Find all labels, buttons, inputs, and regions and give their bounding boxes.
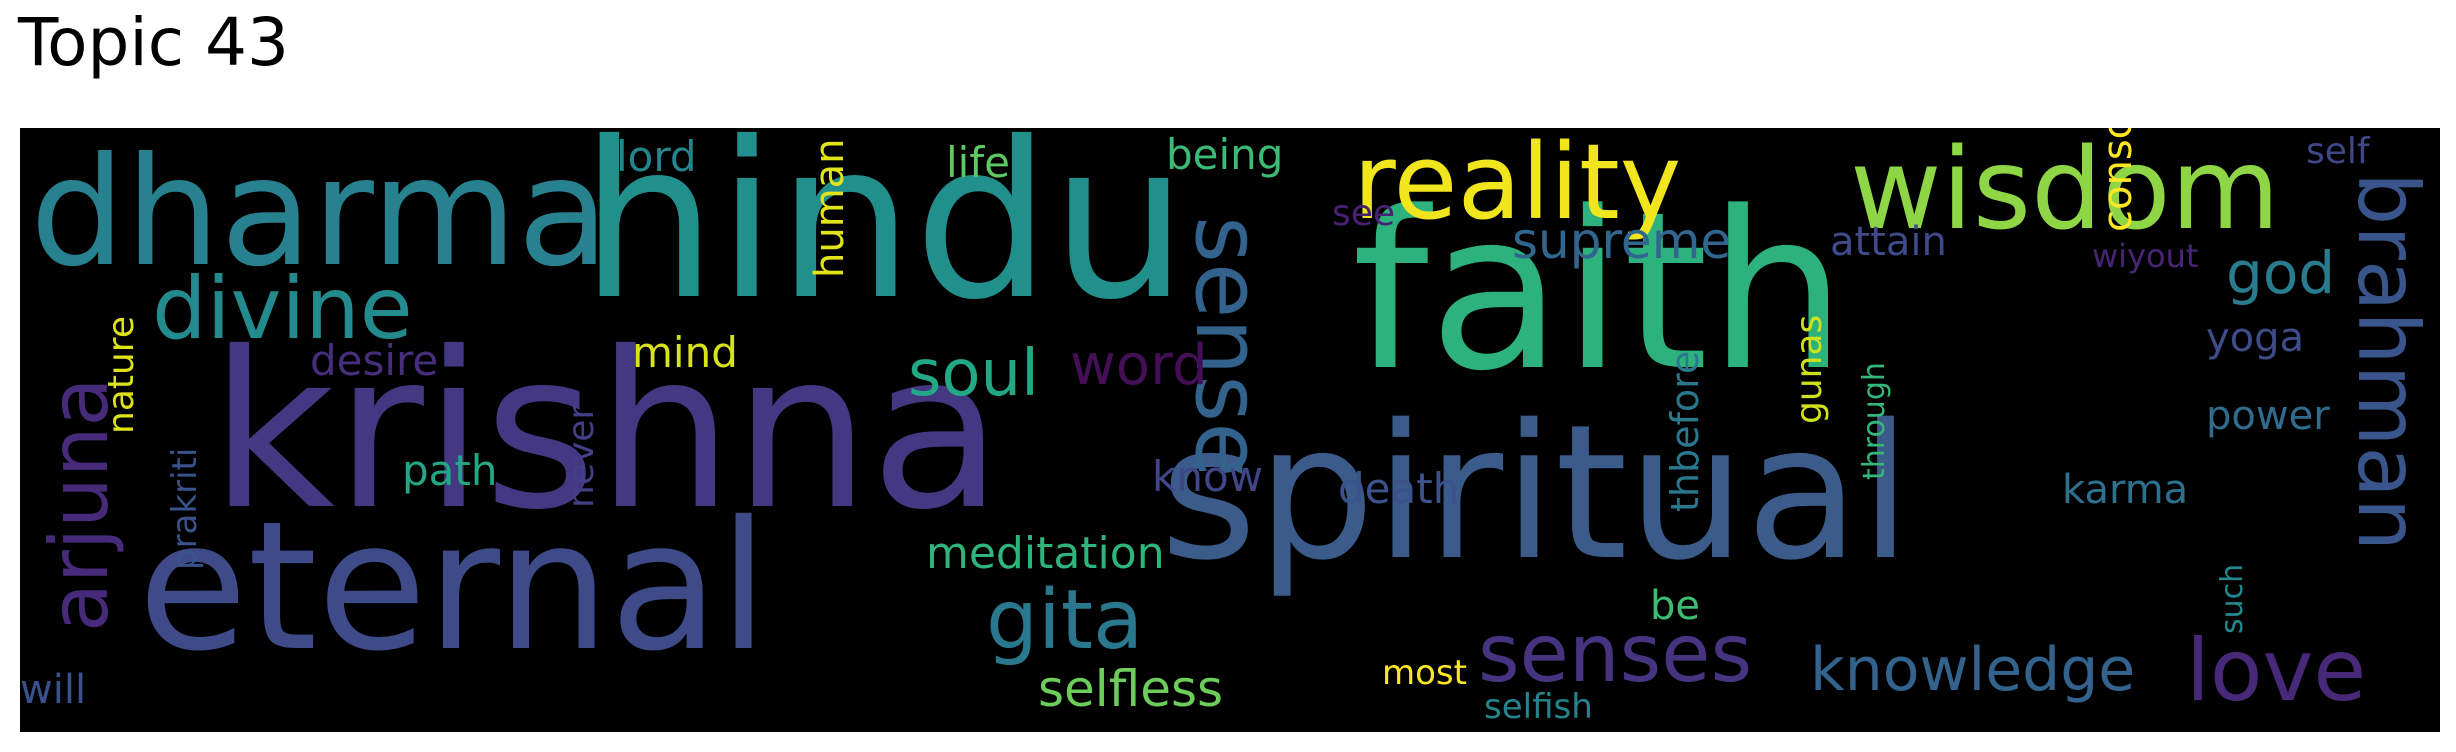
word-know: know [1152, 452, 1263, 501]
word-consciousness: consciousness [2095, 128, 2141, 232]
word-love: love [2186, 621, 2367, 721]
word-supreme: supreme [1512, 212, 1732, 270]
word-life: life [946, 138, 1010, 187]
word-krishna: krishna [210, 306, 1003, 557]
word-selfless: selfless [1038, 660, 1224, 718]
word-path: path [402, 446, 498, 495]
word-reality: reality [1353, 128, 1682, 243]
word-be: be [1650, 583, 1700, 629]
word-wiyout: wiyout [2092, 237, 2199, 275]
word-death: death [1338, 464, 1460, 513]
word-yoga: yoga [2206, 315, 2305, 361]
word-such: such [2215, 563, 2250, 634]
word-eternal: eternal [138, 483, 769, 690]
word-self: self [2306, 131, 2370, 172]
word-thbefore: thbefore [1663, 350, 1707, 512]
word-faith: faith [1352, 166, 1847, 419]
page-title: Topic 43 [18, 4, 289, 81]
word-god: god [2226, 239, 2336, 307]
word-most: most [1382, 653, 1467, 693]
word-selfish: selfish [1484, 687, 1593, 727]
word-gita: gita [986, 573, 1144, 668]
word-prakriti: prakriti [165, 447, 205, 570]
word-karma: karma [2062, 467, 2189, 513]
word-lord: lord [616, 132, 697, 181]
word-mind: mind [632, 328, 738, 377]
word-never: never [561, 404, 602, 508]
word-desire: desire [310, 336, 439, 385]
word-power: power [2206, 393, 2330, 439]
word-cloud: faith spiritual krishna hindu eternal dh… [20, 128, 2440, 732]
word-word: word [1070, 333, 1208, 398]
word-through: through [1857, 362, 1892, 480]
word-senses: senses [1478, 607, 1753, 700]
word-meditation: meditation [926, 528, 1165, 579]
word-spiritual: spiritual [1160, 384, 1912, 601]
word-attain: attain [1830, 219, 1947, 265]
word-nature: nature [101, 316, 142, 434]
word-brahman: brahman [2339, 172, 2437, 552]
word-human: human [807, 138, 853, 278]
word-dharma: dharma [30, 128, 610, 300]
word-knowledge: knowledge [1810, 635, 2136, 705]
word-divine: divine [152, 259, 413, 359]
word-hindu: hindu [580, 128, 1188, 347]
word-soul: soul [908, 337, 1039, 411]
word-will: will [20, 667, 87, 713]
word-being: being [1166, 130, 1284, 179]
word-gunas: gunas [1789, 314, 1830, 424]
word-wisdom: wisdom [1850, 128, 2280, 255]
word-see: see [1332, 193, 1396, 234]
